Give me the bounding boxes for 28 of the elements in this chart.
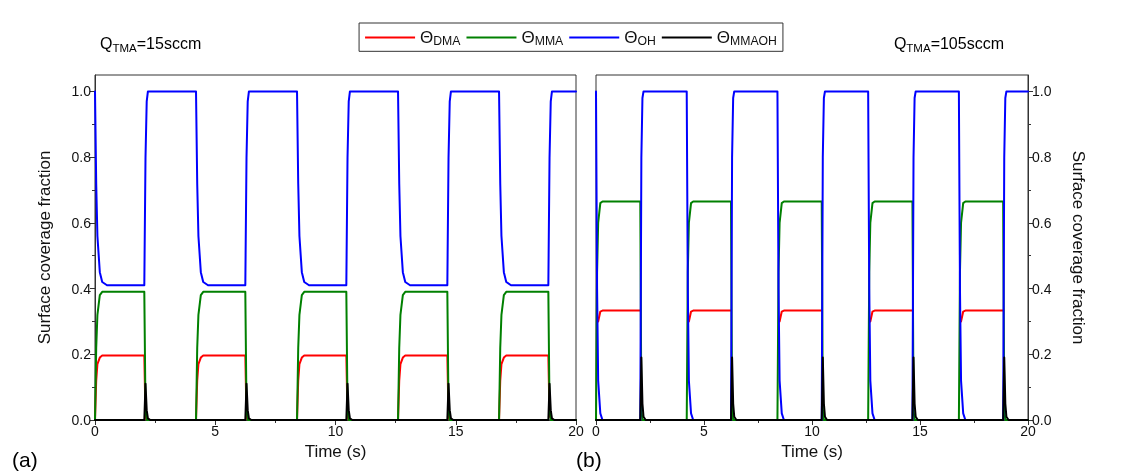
y2-tick-label: 0.0 xyxy=(1032,412,1052,428)
text: (a) xyxy=(12,448,38,471)
y-tick-label: 0.2 xyxy=(71,346,92,363)
y2-tick-label: 0.2 xyxy=(1032,346,1052,363)
x-tick-label: 0 xyxy=(592,423,601,439)
y-tick-label: 0.6 xyxy=(71,214,92,231)
text: (b) xyxy=(576,448,602,471)
y2-tick-label: 0.8 xyxy=(1032,149,1052,166)
y2-tick-label: 0.4 xyxy=(1032,280,1052,297)
x-tick-label: 20 xyxy=(568,423,584,439)
x-tick-label: 10 xyxy=(804,423,820,439)
x-tick-label: 0 xyxy=(91,423,100,439)
x-axis-title: Time (s) xyxy=(304,441,367,461)
y-tick-label: 1.0 xyxy=(71,83,92,100)
x-tick-label: 10 xyxy=(327,423,344,439)
x-tick-label: 5 xyxy=(700,423,709,439)
x-tick-label: 15 xyxy=(912,423,928,439)
y-tick-label: 0.4 xyxy=(71,280,92,297)
x-tick-label: 5 xyxy=(211,423,220,439)
x-axis-title: Time (s) xyxy=(781,441,843,461)
x-tick-label: 15 xyxy=(447,423,464,439)
y2-tick-label: 1.0 xyxy=(1032,83,1052,100)
y-tick-label: 0.8 xyxy=(71,149,92,166)
line-series xyxy=(94,90,577,287)
y-tick-label: 0.0 xyxy=(71,412,92,428)
y2-tick-label: 0.6 xyxy=(1032,214,1052,231)
y-axis-title: Surface coverage fraction xyxy=(35,150,54,345)
y2-axis-title: Surface coverage fraction xyxy=(1069,150,1088,345)
